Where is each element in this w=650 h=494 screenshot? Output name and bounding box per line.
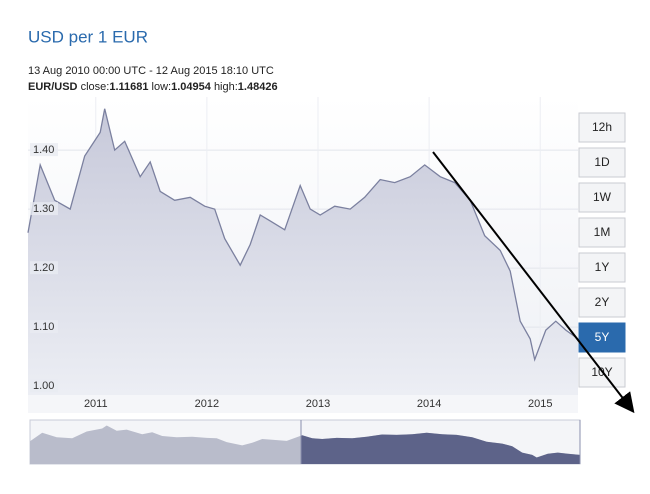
date-range: 13 Aug 2010 00:00 UTC - 12 Aug 2015 18:1… — [28, 65, 274, 77]
range-button[interactable] — [578, 287, 626, 318]
trend-arrow — [432, 151, 635, 414]
y-tick-label: 1.40 — [33, 144, 54, 156]
stat-value: 1.11681 — [109, 81, 148, 93]
range-button[interactable] — [578, 112, 626, 143]
y-tick-bg — [30, 320, 58, 334]
area — [28, 108, 578, 396]
x-axis-band — [28, 395, 578, 413]
navigator-selected-area — [301, 432, 580, 464]
range-button-label[interactable]: 12h — [592, 120, 612, 134]
y-tick-label: 1.30 — [33, 203, 54, 215]
y-tick-bg — [30, 143, 58, 157]
x-tick-label: 2015 — [528, 398, 552, 410]
y-tick-bg — [30, 261, 58, 275]
range-button[interactable] — [578, 147, 626, 178]
stat-value: 1.48426 — [238, 81, 278, 93]
y-tick-label: 1.10 — [33, 321, 54, 333]
pair: EUR/USD — [28, 81, 78, 93]
chart-title: USD per 1 EUR — [28, 27, 148, 46]
x-tick-label: 2012 — [195, 398, 219, 410]
line — [27, 108, 579, 362]
range-button-label[interactable]: 1W — [593, 190, 612, 204]
stats-line: EUR/USD close:1.11681 low:1.04954 high:1… — [28, 81, 278, 93]
range-button-label[interactable]: 1D — [594, 155, 610, 169]
range-button-label[interactable]: 2Y — [595, 295, 610, 309]
range-button-label[interactable]: 1Y — [595, 260, 610, 274]
range-button[interactable] — [578, 322, 626, 353]
y-tick-label: 1.00 — [33, 380, 54, 392]
stat-label: high: — [214, 81, 238, 93]
y-tick-bg — [30, 202, 58, 216]
stat-label: close: — [81, 81, 110, 93]
stat-label: low: — [152, 81, 172, 93]
range-button[interactable] — [578, 217, 626, 248]
range-button[interactable] — [578, 252, 626, 283]
range-button-label[interactable]: 5Y — [595, 330, 610, 344]
stat-value: 1.04954 — [171, 81, 212, 93]
x-tick-label: 2013 — [306, 398, 330, 410]
range-button-label[interactable]: 1M — [594, 225, 611, 239]
x-tick-label: 2014 — [417, 398, 441, 410]
y-tick-bg — [30, 379, 58, 393]
x-tick-label: 2011 — [84, 398, 108, 410]
y-tick-label: 1.20 — [33, 262, 54, 274]
range-button[interactable] — [578, 182, 626, 213]
